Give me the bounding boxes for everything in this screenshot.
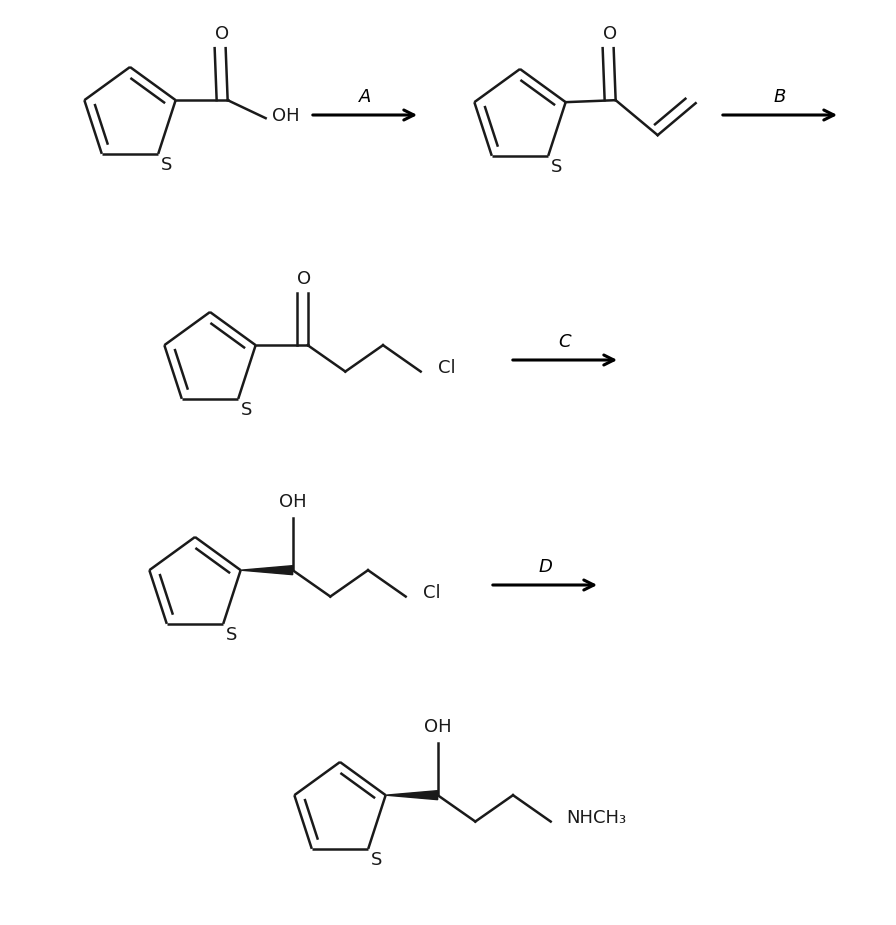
Text: OH: OH xyxy=(271,107,299,125)
Text: O: O xyxy=(214,25,228,43)
Text: S: S xyxy=(240,401,252,419)
Text: B: B xyxy=(774,88,786,106)
Text: S: S xyxy=(226,625,237,644)
Text: S: S xyxy=(370,851,382,869)
Text: A: A xyxy=(358,88,371,106)
Text: Cl: Cl xyxy=(423,584,441,601)
Text: D: D xyxy=(538,558,552,576)
Text: O: O xyxy=(603,25,616,43)
Text: S: S xyxy=(160,155,172,174)
Text: S: S xyxy=(550,157,562,176)
Text: Cl: Cl xyxy=(438,359,455,376)
Polygon shape xyxy=(385,791,437,800)
Text: C: C xyxy=(559,333,572,351)
Text: OH: OH xyxy=(279,493,306,512)
Text: O: O xyxy=(297,270,311,289)
Polygon shape xyxy=(241,566,293,574)
Text: OH: OH xyxy=(424,718,452,736)
Text: NHCH₃: NHCH₃ xyxy=(566,808,627,827)
